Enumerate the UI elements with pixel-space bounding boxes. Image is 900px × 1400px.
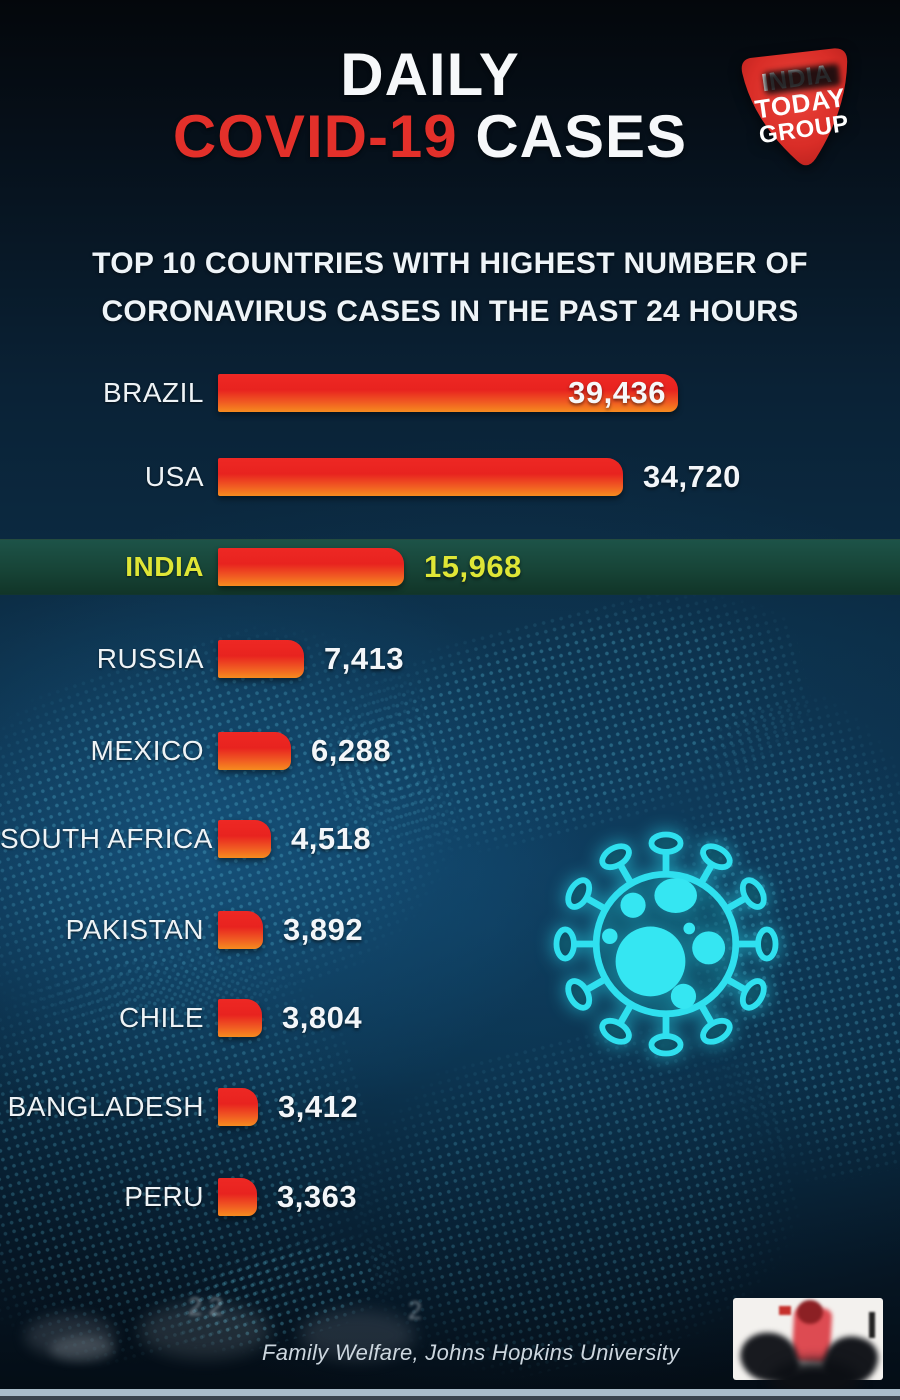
bar-row-usa: USA 34,720 <box>0 451 900 503</box>
censored-logo-dark-mark-right <box>869 1312 875 1338</box>
bottom-light-strip <box>0 1389 900 1397</box>
value-label: 34,720 <box>643 459 741 494</box>
india-highlight-band <box>0 539 900 595</box>
country-label: PAKISTAN <box>65 914 204 945</box>
value-label: 3,412 <box>278 1089 359 1124</box>
bar-row-russia: RUSSIA 7,413 <box>0 633 900 685</box>
bar <box>218 1088 258 1126</box>
censor-smudge <box>300 1310 415 1360</box>
censor-smudge <box>50 1336 115 1362</box>
faint-mark: 2 2 <box>188 1293 223 1321</box>
country-label: SOUTH AFRICA <box>0 823 213 854</box>
bar: 39,436 <box>218 374 678 412</box>
coronavirus-icon <box>540 818 792 1070</box>
bar <box>218 458 623 496</box>
bar <box>218 548 404 586</box>
country-label: BANGLADESH <box>7 1091 204 1122</box>
country-label: USA <box>144 461 204 492</box>
title-covid19: COVID-19 <box>172 103 458 170</box>
value-label: 4,518 <box>291 821 372 856</box>
value-label: 39,436 <box>568 375 666 410</box>
bar-row-peru: PERU 3,363 <box>0 1171 900 1223</box>
value-label: 3,892 <box>283 912 364 947</box>
value-label: 6,288 <box>311 733 392 768</box>
country-label: CHILE <box>119 1002 204 1033</box>
india-today-group-logo: INDIA TODAY GROUP <box>730 36 875 186</box>
chart-subtitle: TOP 10 COUNTRIES WITH HIGHEST NUMBER OF … <box>0 240 900 336</box>
country-label: RUSSIA <box>96 643 204 674</box>
bar <box>218 911 263 949</box>
value-label: 7,413 <box>324 641 405 676</box>
censored-logo-darkred-circle <box>797 1300 823 1324</box>
bar-row-brazil: BRAZIL 39,436 <box>0 367 900 419</box>
bar-row-pakistan: PAKISTAN 3,892 <box>0 904 900 956</box>
faint-mark: 2 <box>408 1297 422 1325</box>
country-label: BRAZIL <box>102 377 204 408</box>
bar <box>218 1178 257 1216</box>
logo-shield-icon: INDIA TODAY GROUP <box>741 48 851 166</box>
bar-row-chile: CHILE 3,804 <box>0 992 900 1044</box>
value-label: 15,968 <box>424 549 522 584</box>
country-label: MEXICO <box>90 735 204 766</box>
title-line2: COVID-19 CASES <box>0 106 860 168</box>
bar-row-mexico: MEXICO 6,288 <box>0 725 900 777</box>
bar-row-bangladesh: BANGLADESH 3,412 <box>0 1081 900 1133</box>
subtitle-line1: TOP 10 COUNTRIES WITH HIGHEST NUMBER OF <box>92 247 808 280</box>
country-label: INDIA <box>125 551 204 582</box>
bar <box>218 999 262 1037</box>
country-label: PERU <box>124 1181 204 1212</box>
censor-smudge <box>140 1303 270 1359</box>
bar-row-south-africa: SOUTH AFRICA 4,518 <box>0 813 900 865</box>
subtitle-line2: CORONAVIRUS CASES IN THE PAST 24 HOURS <box>101 295 799 328</box>
censored-logo-red-mark <box>779 1306 791 1315</box>
value-label: 3,363 <box>277 1179 358 1214</box>
bottom-edge <box>0 1396 900 1400</box>
title-line1: DAILY <box>340 41 520 108</box>
source-attribution: Family Welfare, Johns Hopkins University <box>262 1340 680 1365</box>
page-title: DAILY COVID-19 CASES <box>0 44 860 168</box>
bar <box>218 640 304 678</box>
bar <box>218 732 291 770</box>
value-label: 3,804 <box>282 1000 363 1035</box>
bar <box>218 820 271 858</box>
title-cases: CASES <box>457 103 688 170</box>
bar-row-india: INDIA 15,968 <box>0 541 900 593</box>
censor-smudge <box>25 1315 115 1357</box>
